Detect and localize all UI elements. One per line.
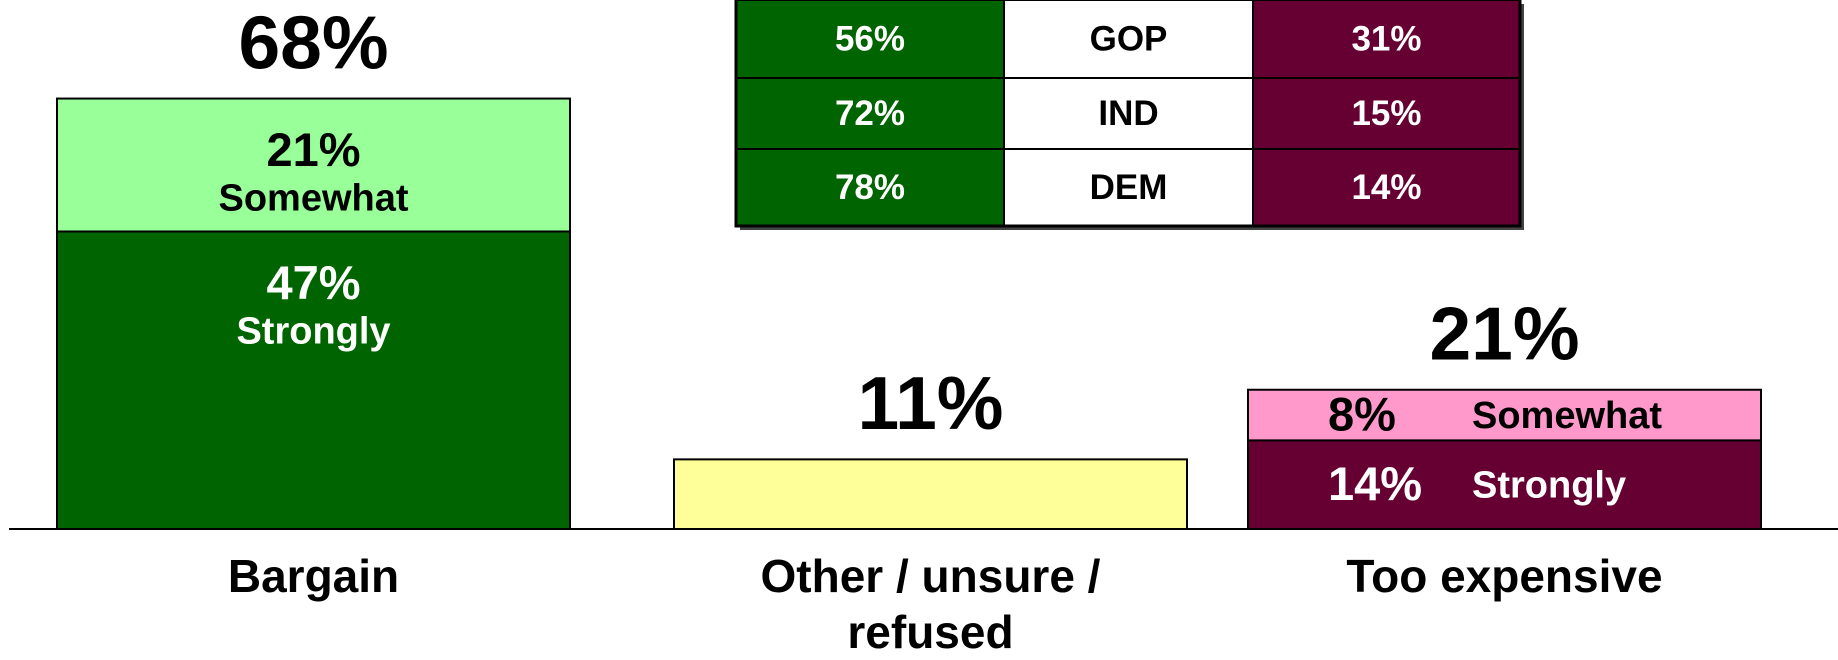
bar-segment [1247, 439, 1762, 531]
table-border [734, 0, 1522, 228]
segment-value-label: 14% [1328, 457, 1422, 510]
segment-value-label: 8% [1328, 387, 1396, 440]
bar [673, 458, 1188, 530]
bar-segment [56, 230, 571, 531]
category-label: Other / unsure / refused [760, 550, 1101, 658]
total-label: 21% [1429, 292, 1579, 376]
table-cell-text: DEM [1090, 168, 1168, 207]
total-label: 11% [858, 361, 1004, 445]
table-cell-text: 31% [1351, 19, 1421, 58]
table-cell [1252, 77, 1521, 150]
segment-name-label: Strongly [1472, 465, 1626, 507]
bar-segment [56, 97, 571, 233]
table-cell-text: 56% [835, 19, 905, 58]
category-label: Too expensive [1346, 550, 1663, 602]
table-cell-text: 78% [835, 168, 905, 207]
table-cell-text: 14% [1351, 168, 1421, 207]
segment-value-label: 21% [266, 123, 360, 176]
table-cell-text: 72% [835, 94, 905, 133]
bar-segment [1247, 388, 1762, 442]
table-cell-text: 15% [1351, 94, 1421, 133]
table-cell [735, 0, 1005, 79]
segment-value-label: 47% [266, 256, 360, 309]
segment-name-label: Somewhat [218, 178, 408, 220]
category-label: Bargain [227, 550, 400, 602]
table-cell [735, 77, 1005, 150]
segment-name-label: Strongly [236, 311, 390, 353]
table-cell [1252, 0, 1521, 79]
total-label: 68% [238, 0, 388, 84]
segment-name-label: Somewhat [1472, 395, 1662, 437]
table-cell [1003, 148, 1254, 227]
table-cell-text: IND [1098, 94, 1158, 133]
table-cell-text: GOP [1090, 19, 1168, 58]
